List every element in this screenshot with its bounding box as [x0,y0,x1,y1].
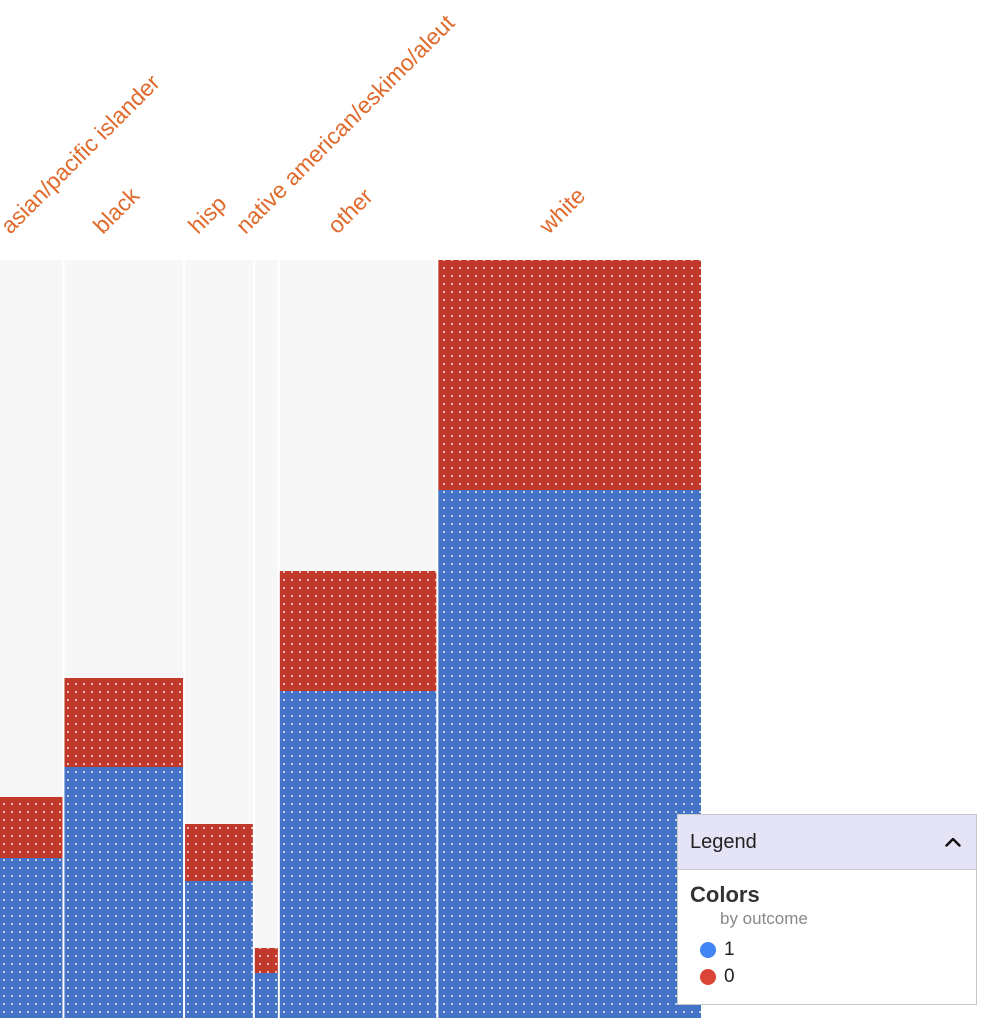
legend-panel: Legend Colors by outcome 1 0 [677,814,977,1005]
bar-native-american-eskimo-aleut-outcome-1[interactable] [254,973,278,1018]
bar-asian-pacific-islander-outcome-1[interactable] [0,858,63,1018]
legend-item-1[interactable]: 1 [700,936,964,963]
legend-item-label: 1 [724,938,735,960]
bar-white-outcome-1[interactable] [438,490,701,1018]
bar-hisp-outcome-1[interactable] [185,881,253,1018]
category-label-other: other [322,183,378,239]
bar-other-outcome-0[interactable] [279,571,437,691]
color-swatch-icon [700,941,716,958]
bar-segments [0,260,701,1018]
category-label-black: black [88,182,145,239]
legend-section-subtitle: by outcome [720,909,808,928]
legend-body: Colors by outcome 1 0 [678,870,976,990]
category-label-asian-pacific-islander: asian/pacific islander [0,69,165,239]
column-panel-native-american-eskimo-aleut [254,260,278,1018]
bar-asian-pacific-islander-outcome-0[interactable] [0,797,63,858]
legend-title: Legend [690,830,757,853]
category-label-white: white [533,182,590,239]
legend-item-0[interactable]: 0 [700,963,964,990]
bar-black-outcome-1[interactable] [64,767,184,1018]
bar-black-outcome-0[interactable] [64,678,184,767]
chevron-up-icon[interactable] [942,831,964,853]
bar-white-outcome-0[interactable] [438,260,701,490]
category-label-hisp: hisp [183,190,231,238]
legend-section-title: Colors [690,882,760,907]
bar-native-american-eskimo-aleut-outcome-0[interactable] [254,948,278,973]
bar-hisp-outcome-0[interactable] [185,824,253,881]
legend-header[interactable]: Legend [678,815,976,870]
bar-other-outcome-1[interactable] [279,691,437,1018]
legend-item-label: 0 [724,965,735,987]
color-swatch-icon [700,968,716,985]
